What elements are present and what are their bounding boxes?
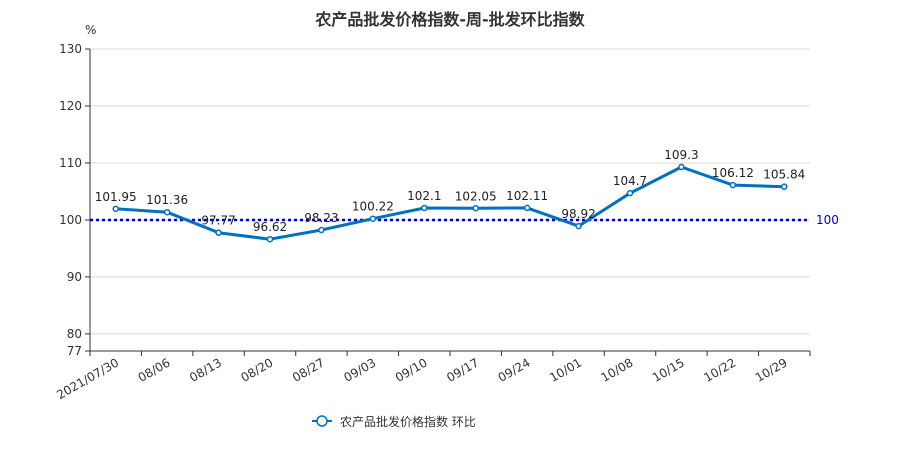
data-label: 109.3 bbox=[664, 148, 698, 162]
x-tick-label: 10/01 bbox=[547, 355, 584, 384]
data-label: 97.77 bbox=[201, 214, 235, 228]
data-label: 102.11 bbox=[506, 189, 548, 203]
data-point[interactable] bbox=[678, 163, 685, 171]
data-label: 100.22 bbox=[352, 200, 394, 214]
data-label: 105.84 bbox=[763, 168, 805, 182]
data-label: 98.23 bbox=[304, 211, 338, 225]
x-tick-label: 08/20 bbox=[239, 355, 276, 384]
reference-line-group: 100 bbox=[90, 213, 839, 227]
data-label: 96.62 bbox=[253, 220, 287, 234]
x-tick-label: 10/08 bbox=[599, 355, 636, 384]
y-axis-unit: % bbox=[85, 23, 96, 37]
data-point[interactable] bbox=[112, 205, 119, 213]
data-label: 106.12 bbox=[712, 166, 754, 180]
y-tick-label: 90 bbox=[67, 270, 82, 284]
y-tick-label: 80 bbox=[67, 327, 82, 341]
data-label: 101.95 bbox=[95, 190, 137, 204]
legend-label[interactable]: 农产品批发价格指数 环比 bbox=[340, 414, 476, 429]
data-point[interactable] bbox=[781, 183, 788, 190]
data-point[interactable] bbox=[369, 215, 377, 222]
data-point[interactable] bbox=[523, 204, 531, 212]
x-tick-label: 09/10 bbox=[393, 355, 430, 384]
x-tick-label: 09/17 bbox=[444, 355, 481, 384]
grid-lines bbox=[90, 48, 810, 335]
reference-line-label: 100 bbox=[816, 213, 839, 227]
data-point[interactable] bbox=[472, 205, 479, 212]
x-tick-label: 10/29 bbox=[753, 355, 790, 384]
data-point[interactable] bbox=[266, 235, 274, 243]
x-tick-label: 08/27 bbox=[290, 355, 327, 384]
data-point[interactable] bbox=[163, 208, 171, 216]
x-tick-label: 08/13 bbox=[187, 355, 224, 384]
data-label: 98.92 bbox=[561, 207, 595, 221]
series-line bbox=[115, 165, 785, 241]
data-labels: 101.95 101.36 97.77 96.62 98.23 100.22 102.1 10… bbox=[95, 148, 806, 234]
x-tick-labels: 2021/07/30 08/06 08/13 08/20 08/27 09/03 09/10… bbox=[54, 355, 789, 402]
legend[interactable]: 农产品批发价格指数 环比 bbox=[312, 414, 476, 429]
data-point[interactable] bbox=[421, 204, 428, 212]
y-tick-label: 130 bbox=[59, 42, 82, 56]
data-label: 104.7 bbox=[613, 174, 647, 188]
legend-marker bbox=[316, 415, 328, 427]
y-tick-label: 110 bbox=[59, 156, 82, 170]
data-point[interactable] bbox=[729, 181, 737, 189]
data-label: 101.36 bbox=[146, 193, 188, 207]
x-tick-label: 10/22 bbox=[701, 355, 738, 384]
data-label: 102.1 bbox=[407, 189, 441, 203]
x-tick-label: 09/03 bbox=[341, 355, 378, 384]
data-point[interactable] bbox=[626, 189, 634, 197]
x-tick-label: 08/06 bbox=[136, 355, 173, 384]
chart-title: 农产品批发价格指数-周-批发环比指数 bbox=[315, 10, 585, 29]
y-tick-label: 120 bbox=[59, 99, 82, 113]
y-tick-label: 77 bbox=[67, 344, 82, 358]
x-tick-label: 2021/07/30 bbox=[54, 355, 121, 402]
axes bbox=[85, 48, 811, 356]
x-tick-label: 10/15 bbox=[650, 355, 687, 384]
data-point[interactable] bbox=[575, 222, 582, 230]
series-group bbox=[112, 163, 788, 243]
y-tick-labels: 130 120 110 100 90 80 77 bbox=[59, 42, 82, 358]
data-point[interactable] bbox=[318, 226, 325, 234]
data-label: 102.05 bbox=[455, 189, 497, 203]
x-tick-label: 09/24 bbox=[496, 355, 533, 384]
data-point[interactable] bbox=[215, 229, 222, 236]
y-tick-label: 100 bbox=[59, 213, 82, 227]
